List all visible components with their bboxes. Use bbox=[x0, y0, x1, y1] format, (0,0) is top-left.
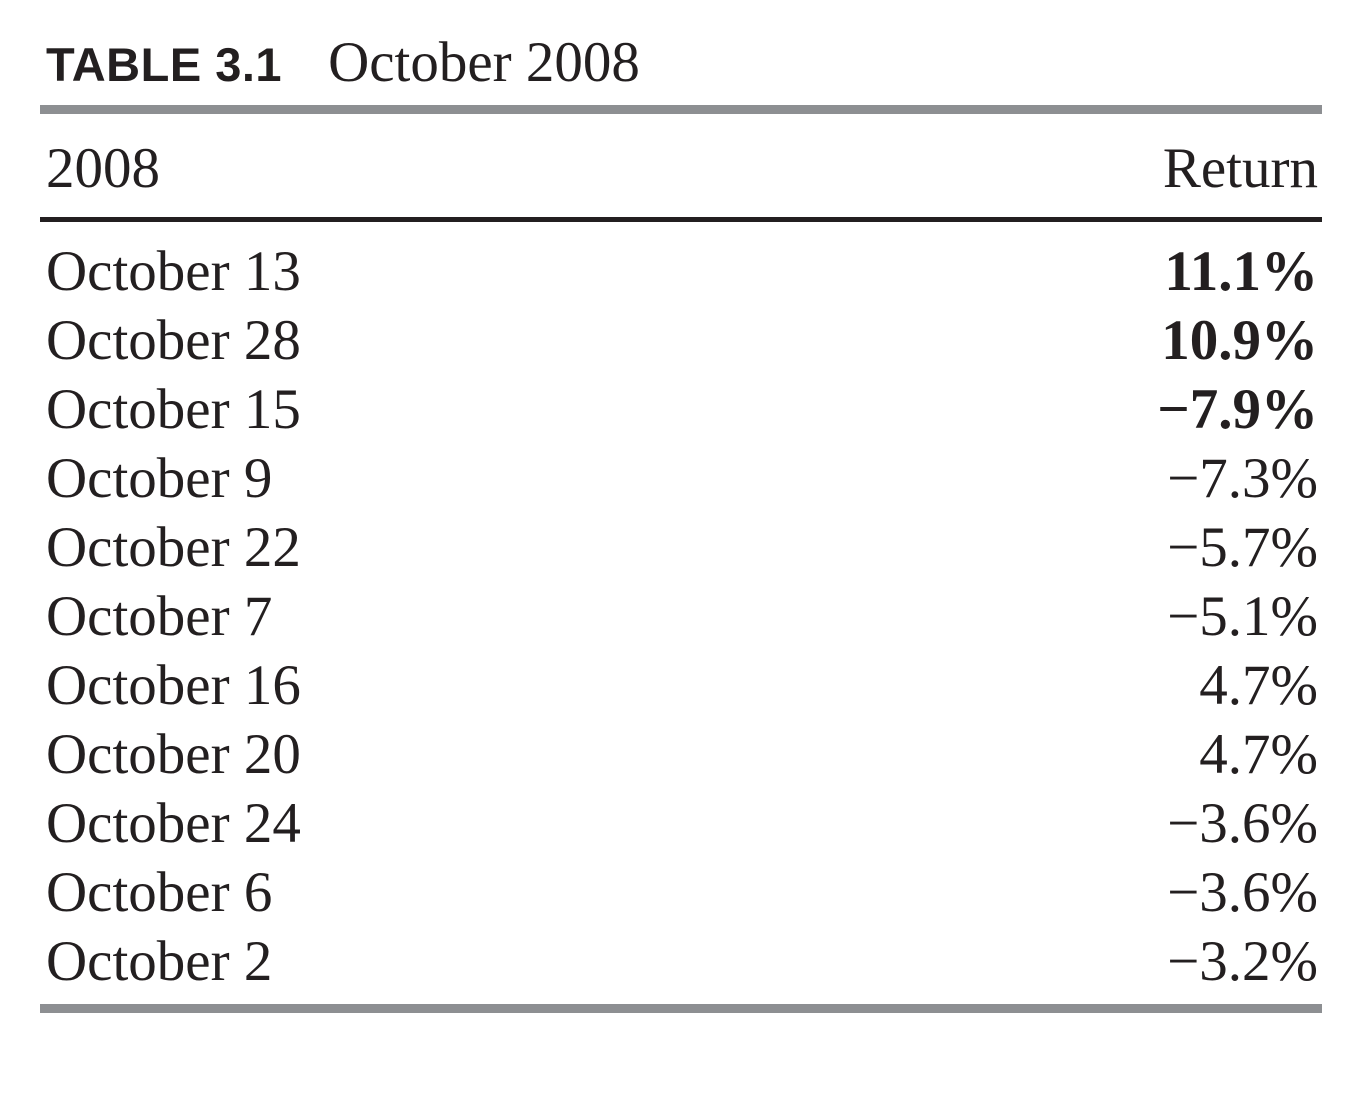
table-row: October 28 10.9% bbox=[40, 306, 1322, 375]
top-rule bbox=[40, 105, 1322, 114]
row-return: 4.7% bbox=[1199, 723, 1318, 786]
row-date: October 9 bbox=[46, 447, 273, 510]
row-return: −3.2% bbox=[1167, 930, 1318, 993]
header-rule bbox=[40, 217, 1322, 222]
table-label: TABLE 3.1 bbox=[46, 38, 283, 91]
table-page: TABLE 3.1 October 2008 2008 Return Octob… bbox=[40, 30, 1322, 1013]
column-header-date: 2008 bbox=[46, 137, 160, 200]
row-date: October 7 bbox=[46, 585, 273, 648]
row-date: October 24 bbox=[46, 792, 301, 855]
row-return: −5.7% bbox=[1167, 516, 1318, 579]
row-date: October 2 bbox=[46, 930, 273, 993]
table-title: October 2008 bbox=[328, 31, 640, 94]
row-return: 4.7% bbox=[1199, 654, 1318, 717]
table-row: October 9 −7.3% bbox=[40, 444, 1322, 513]
row-return: −3.6% bbox=[1167, 792, 1318, 855]
table-row: October 13 11.1% bbox=[40, 237, 1322, 306]
row-date: October 20 bbox=[46, 723, 301, 786]
table-row: October 7 −5.1% bbox=[40, 582, 1322, 651]
row-date: October 6 bbox=[46, 861, 273, 924]
table-caption: TABLE 3.1 October 2008 bbox=[40, 30, 1322, 94]
table-header-row: 2008 Return bbox=[40, 114, 1322, 217]
table-row: October 2 −3.2% bbox=[40, 927, 1322, 996]
row-return: −5.1% bbox=[1167, 585, 1318, 648]
table-row: October 15 −7.9% bbox=[40, 375, 1322, 444]
table-row: October 24 −3.6% bbox=[40, 789, 1322, 858]
row-date: October 13 bbox=[46, 240, 301, 303]
row-return: 11.1% bbox=[1164, 240, 1318, 303]
row-date: October 16 bbox=[46, 654, 301, 717]
table-row: October 6 −3.6% bbox=[40, 858, 1322, 927]
row-date: October 22 bbox=[46, 516, 301, 579]
table-row: October 16 4.7% bbox=[40, 651, 1322, 720]
row-return: 10.9% bbox=[1161, 309, 1318, 372]
row-date: October 15 bbox=[46, 378, 301, 441]
table-row: October 22 −5.7% bbox=[40, 513, 1322, 582]
row-return: −7.9% bbox=[1157, 378, 1318, 441]
row-date: October 28 bbox=[46, 309, 301, 372]
table-row: October 20 4.7% bbox=[40, 720, 1322, 789]
row-return: −7.3% bbox=[1167, 447, 1318, 510]
table-rows: October 13 11.1% October 28 10.9% Octobe… bbox=[40, 222, 1322, 996]
row-return: −3.6% bbox=[1167, 861, 1318, 924]
column-header-return: Return bbox=[1162, 137, 1318, 200]
bottom-rule bbox=[40, 1004, 1322, 1013]
